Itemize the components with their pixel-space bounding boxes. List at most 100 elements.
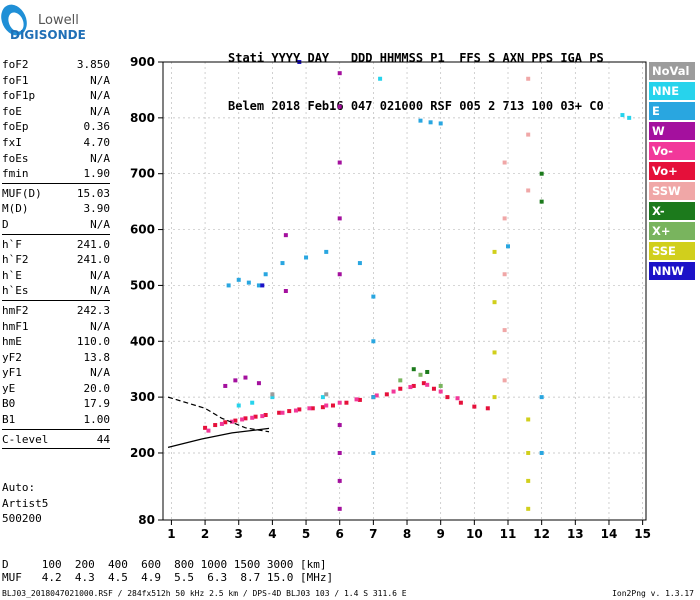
y-tick-label: 200 — [130, 446, 155, 460]
x-tick-label: 9 — [437, 527, 445, 541]
echo-point — [230, 419, 234, 424]
y-tick-label: 700 — [130, 167, 155, 181]
logo-bottom-text: DIGISONDE — [10, 28, 86, 42]
param-value: 4.70 — [83, 135, 111, 149]
echo-point — [425, 369, 430, 374]
echo-point — [337, 450, 342, 455]
param-value: N/A — [90, 89, 110, 103]
echo-point — [270, 395, 275, 400]
echo-point — [506, 244, 510, 249]
echo-point — [378, 76, 383, 81]
echo-point — [337, 272, 342, 277]
echo-point — [411, 367, 416, 372]
param-row: h`Es N/A — [2, 283, 110, 299]
param-value: N/A — [90, 73, 110, 87]
echo-point — [236, 277, 241, 282]
x-tick-label: 4 — [268, 527, 276, 541]
param-value: N/A — [90, 104, 110, 118]
param-row: hmE 110.0 — [2, 334, 110, 350]
series-nne — [236, 76, 632, 408]
legend-item: W — [649, 122, 695, 140]
echo-point — [539, 199, 544, 204]
echo-point — [458, 400, 463, 405]
auto-program: Artist5 — [2, 496, 49, 510]
file-info: BLJ03_2018047021000.RSF / 284fx512h 50 k… — [2, 589, 407, 598]
echo-point — [337, 423, 342, 428]
echo-points — [203, 60, 632, 511]
echo-point — [539, 171, 544, 176]
echo-point — [330, 403, 335, 408]
echo-point — [233, 418, 238, 423]
param-row: foE N/A — [2, 104, 110, 120]
param-value: 241.0 — [76, 237, 110, 251]
echo-point — [324, 392, 329, 397]
echo-point — [371, 395, 376, 400]
param-name: h`F — [2, 237, 22, 251]
param-value: 44 — [96, 432, 110, 446]
echo-point — [357, 261, 362, 266]
echo-point — [391, 389, 396, 394]
distance-row: D 100 200 400 600 800 1000 1500 3000 [km… — [2, 558, 327, 571]
echo-point — [253, 414, 258, 419]
echo-point — [526, 450, 531, 455]
echo-point — [256, 381, 261, 386]
echo-point — [283, 289, 288, 293]
echo-point — [297, 407, 302, 412]
echo-point — [526, 506, 531, 511]
x-tick-label: 10 — [466, 527, 483, 541]
echo-point — [418, 118, 423, 123]
legend-item: Vo- — [649, 142, 695, 160]
param-row: yF2 13.8 — [2, 350, 110, 366]
y-tick-label: 600 — [130, 223, 155, 237]
echo-point — [502, 216, 507, 221]
echo-point — [398, 386, 403, 391]
param-name: yF1 — [2, 366, 22, 380]
legend-item: NNE — [649, 82, 695, 100]
echo-point — [445, 395, 450, 400]
echo-point — [320, 395, 325, 400]
series-e — [226, 118, 544, 455]
echo-point — [310, 406, 315, 411]
chart-grid — [163, 61, 646, 521]
echo-point — [277, 410, 282, 415]
echo-point — [283, 233, 288, 238]
param-value: N/A — [90, 151, 110, 165]
echo-point — [240, 417, 245, 422]
legend-item: NoVal — [649, 62, 695, 80]
param-name: C-level — [2, 432, 49, 446]
param-separator — [2, 182, 110, 184]
echo-point — [287, 409, 292, 414]
echo-point — [243, 416, 248, 421]
echo-point — [485, 406, 490, 411]
echo-point — [438, 383, 443, 388]
autoscaling-info: Auto: Artist5 500200 — [2, 480, 48, 527]
auto-version: 500200 — [2, 512, 42, 526]
echo-point — [502, 378, 507, 383]
param-name: h`E — [2, 268, 22, 282]
echo-point — [438, 389, 443, 394]
echo-point — [384, 392, 389, 397]
param-row: hmF2 242.3 — [2, 303, 110, 319]
param-name: foF1 — [2, 73, 29, 87]
echo-point — [539, 450, 544, 455]
y-tick-label: 900 — [130, 55, 155, 69]
echo-point — [280, 410, 285, 415]
echo-point — [492, 249, 497, 254]
param-value: 1.90 — [83, 167, 111, 181]
echo-point — [418, 372, 423, 377]
legend-item: SSE — [649, 242, 695, 260]
echo-point — [492, 350, 497, 355]
param-name: hmF2 — [2, 303, 29, 317]
echo-point — [223, 383, 228, 388]
x-tick-label: 2 — [201, 527, 209, 541]
param-value: 110.0 — [76, 335, 110, 349]
series-noval — [270, 392, 329, 397]
param-name: hmF1 — [2, 319, 29, 333]
param-value: N/A — [90, 284, 110, 298]
echo-point — [337, 400, 342, 405]
series-nnw — [260, 60, 302, 288]
echo-point — [223, 420, 228, 425]
echo-point — [438, 121, 443, 126]
y-tick-label: 300 — [130, 390, 155, 404]
param-row: M(D) 3.90 — [2, 201, 110, 217]
